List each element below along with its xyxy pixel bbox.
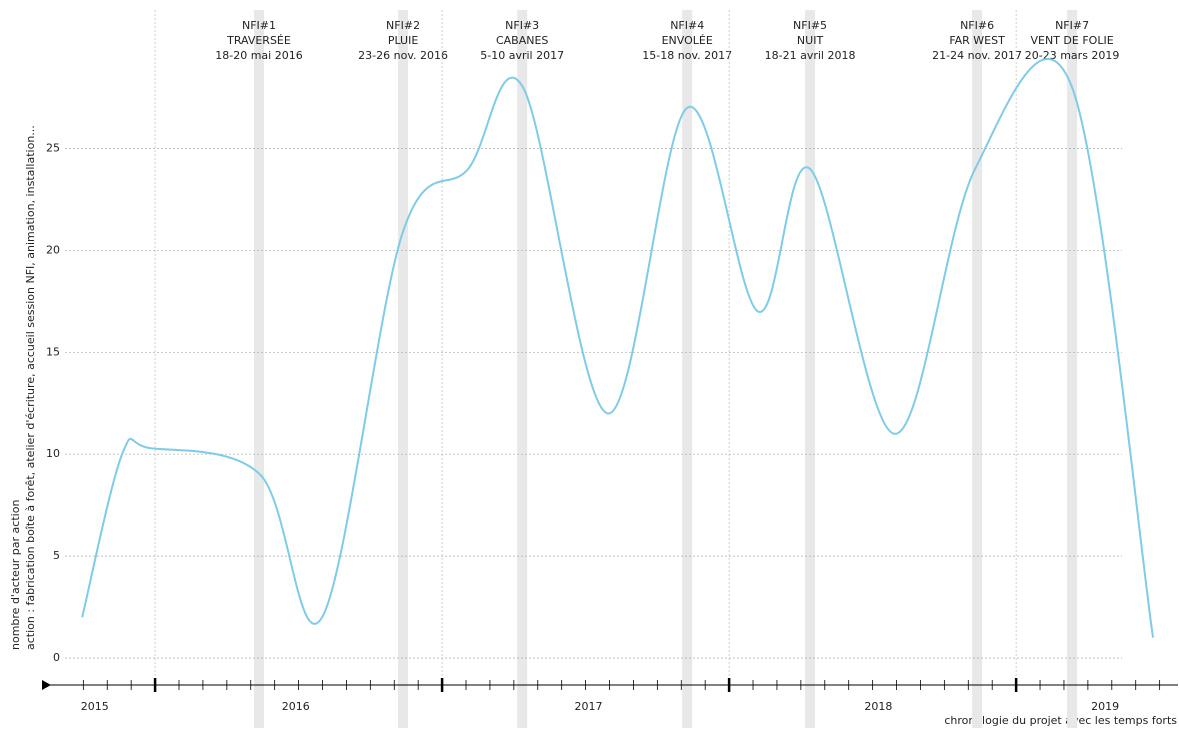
x-tick-label: 2017	[574, 700, 602, 713]
event-label: 15-18 nov. 2017	[642, 49, 732, 62]
event-band	[517, 10, 528, 728]
x-tick-label: 2016	[282, 700, 310, 713]
event-label: CABANES	[496, 34, 548, 47]
axis-arrow	[42, 680, 51, 690]
event-band	[253, 10, 264, 728]
x-tick-label: 2015	[81, 700, 109, 713]
event-label: 5-10 avril 2017	[480, 49, 564, 62]
x-tick-label: 2018	[864, 700, 892, 713]
line	[81, 58, 1155, 638]
y-axis-label: action : fabrication boîte à forêt, atel…	[24, 125, 37, 650]
event-label: NFI#3	[505, 19, 539, 32]
y-tick-label: 0	[53, 651, 60, 664]
y-tick-label: 15	[46, 345, 60, 358]
event-label: NFI#5	[793, 19, 827, 32]
y-label-group: nombre d'acteur par action action : fabr…	[9, 125, 37, 650]
event-label: 18-21 avril 2018	[765, 49, 856, 62]
event-band	[972, 10, 983, 728]
event-label: NFI#1	[242, 19, 276, 32]
x-axis-label: chronologie du projet avec les temps for…	[944, 714, 1177, 727]
y-tick-label: 10	[46, 447, 60, 460]
event-label: FAR WEST	[949, 34, 1005, 47]
event-label: NFI#4	[670, 19, 704, 32]
event-label: NFI#7	[1055, 19, 1089, 32]
event-label: NUIT	[797, 34, 824, 47]
event-label: PLUIE	[388, 34, 419, 47]
event-band	[682, 10, 693, 728]
event-label: NFI#6	[960, 19, 994, 32]
y-tick-label: 25	[46, 142, 60, 155]
event-label: NFI#2	[386, 19, 420, 32]
event-label: 18-20 mai 2016	[215, 49, 302, 62]
event-label: ENVOLÉE	[662, 34, 713, 47]
y-tick-label: 20	[46, 243, 60, 256]
event-label: VENT DE FOLIE	[1031, 34, 1114, 47]
event-label: TRAVERSÉE	[226, 34, 291, 47]
y-axis-label: nombre d'acteur par action	[9, 500, 22, 650]
event-label: 20-23 mars 2019	[1025, 49, 1120, 62]
x-tick-label: 2019	[1091, 700, 1119, 713]
event-band	[398, 10, 409, 728]
event-band	[805, 10, 816, 728]
y-tick-label: 5	[53, 549, 60, 562]
event-label: 23-26 nov. 2016	[358, 49, 448, 62]
event-band	[1067, 10, 1078, 728]
event-label: 21-24 nov. 2017	[932, 49, 1022, 62]
